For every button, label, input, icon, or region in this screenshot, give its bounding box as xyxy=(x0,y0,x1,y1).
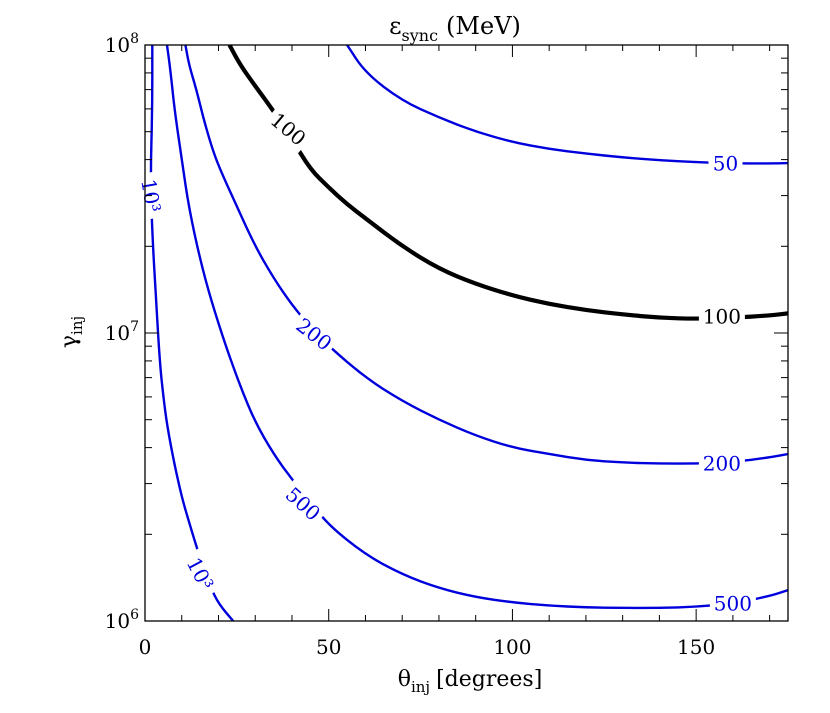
contour-curves xyxy=(149,45,788,621)
contour-line-50 xyxy=(346,45,788,165)
x-tick-label: 150 xyxy=(677,635,715,659)
contour-label-50: 50 xyxy=(708,151,743,176)
x-axis-label: θinj [degrees] xyxy=(398,667,543,696)
contour-line-500 xyxy=(165,45,788,610)
svg-text:200: 200 xyxy=(703,452,741,476)
contour-label-200: 200 xyxy=(698,451,745,476)
contour-line-100 xyxy=(227,45,788,321)
contour-label-100: 100 xyxy=(698,304,745,329)
contour-label-500: 500 xyxy=(709,591,756,616)
svg-text:50: 50 xyxy=(713,151,738,175)
title-subscript: sync xyxy=(402,26,439,45)
contour-label-200: 200 xyxy=(288,310,340,358)
svg-text:500: 500 xyxy=(714,592,752,616)
chart-title: εsync (MeV) xyxy=(389,12,521,45)
contour-line-200 xyxy=(184,45,788,465)
ylabel-symbol: γ xyxy=(57,335,82,348)
y-axis-label: γinj xyxy=(57,316,86,348)
xlabel-symbol: θ xyxy=(398,667,411,692)
title-unit: (MeV) xyxy=(446,12,521,40)
y-tick-label: 107 xyxy=(105,319,139,345)
title-symbol: ε xyxy=(389,12,401,40)
xlabel-unit: [degrees] xyxy=(436,667,542,692)
x-tick-label: 50 xyxy=(316,635,341,659)
ylabel-subscript: inj xyxy=(68,316,86,335)
xlabel-subscript: inj xyxy=(411,678,430,696)
svg-text:100: 100 xyxy=(703,305,741,329)
x-tick-label: 0 xyxy=(139,635,152,659)
y-tick-label: 106 xyxy=(105,607,139,633)
contour-label-500: 500 xyxy=(277,479,329,529)
contour-label-100: 100 xyxy=(262,105,314,154)
contour-label-10: 10³ xyxy=(178,547,222,600)
x-tick-label: 100 xyxy=(493,635,531,659)
y-tick-label: 108 xyxy=(105,31,139,57)
plot-frame xyxy=(144,44,789,622)
